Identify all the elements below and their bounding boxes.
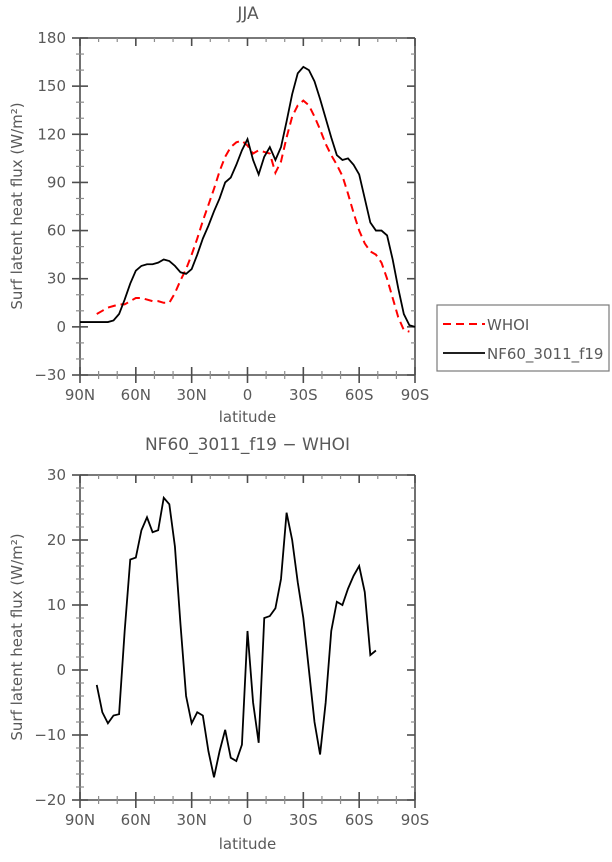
ytick-label: −20 <box>34 791 66 809</box>
bottom-chart-xaxis-title: latitude <box>219 835 277 853</box>
xtick-label: 0 <box>243 386 253 404</box>
ytick-label: 90 <box>47 173 66 191</box>
xtick-label: 60N <box>121 811 151 829</box>
ytick-label: 150 <box>37 77 66 95</box>
xtick-label: 60N <box>121 386 151 404</box>
xtick-label: 0 <box>243 811 253 829</box>
top-chart-title: JJA <box>236 4 259 24</box>
xtick-label: 60S <box>345 386 374 404</box>
bottom-chart-xtick-labels: 90N 60N 30N 0 30S 60S 90S <box>65 811 429 829</box>
top-chart-plot-area <box>80 67 415 332</box>
legend-label-nf60: NF60_3011_f19 <box>487 345 603 364</box>
ytick-label: 0 <box>56 661 66 679</box>
xtick-label: 30N <box>177 811 207 829</box>
top-chart-xticks <box>80 38 415 383</box>
ytick-label: 60 <box>47 222 66 240</box>
xtick-label: 90N <box>65 811 95 829</box>
ytick-label: −10 <box>34 726 66 744</box>
bottom-chart-ytick-labels: 30 20 10 0 −10 −20 <box>34 466 66 809</box>
ytick-label: 30 <box>47 270 66 288</box>
xtick-label: 30N <box>177 386 207 404</box>
top-chart-legend: WHOI NF60_3011_f19 <box>437 305 609 371</box>
series-line-difference <box>97 498 376 778</box>
top-chart-yticks <box>72 38 415 375</box>
top-chart-ytick-labels: 180 150 120 90 60 30 0 −30 <box>34 29 66 384</box>
bottom-chart-title: NF60_3011_f19 − WHOI <box>145 435 350 455</box>
series-line-nf60 <box>80 67 415 327</box>
top-chart-yaxis-title: Surf latent heat flux (W/m²) <box>8 102 26 309</box>
bottom-chart: NF60_3011_f19 − WHOI <box>8 435 429 853</box>
ytick-label: 30 <box>47 466 66 484</box>
bottom-chart-yaxis-title: Surf latent heat flux (W/m²) <box>8 533 26 740</box>
top-chart-axes <box>80 38 415 375</box>
top-chart: JJA <box>8 4 609 426</box>
series-line-whoi <box>97 101 410 332</box>
ytick-label: 180 <box>37 29 66 47</box>
ytick-label: −30 <box>34 366 66 384</box>
ytick-label: 20 <box>47 531 66 549</box>
ytick-label: 10 <box>47 596 66 614</box>
xtick-label: 60S <box>345 811 374 829</box>
top-chart-xtick-labels: 90N 60N 30N 0 30S 60S 90S <box>65 386 429 404</box>
legend-label-whoi: WHOI <box>487 316 529 334</box>
figure-container: JJA <box>0 0 612 862</box>
xtick-label: 90N <box>65 386 95 404</box>
ytick-label: 0 <box>56 318 66 336</box>
xtick-label: 30S <box>289 386 318 404</box>
charts-svg: JJA <box>0 0 612 862</box>
top-chart-xaxis-title: latitude <box>219 408 277 426</box>
xtick-label: 30S <box>289 811 318 829</box>
xtick-label: 90S <box>401 386 430 404</box>
xtick-label: 90S <box>401 811 430 829</box>
bottom-chart-plot-area <box>97 498 376 778</box>
ytick-label: 120 <box>37 125 66 143</box>
